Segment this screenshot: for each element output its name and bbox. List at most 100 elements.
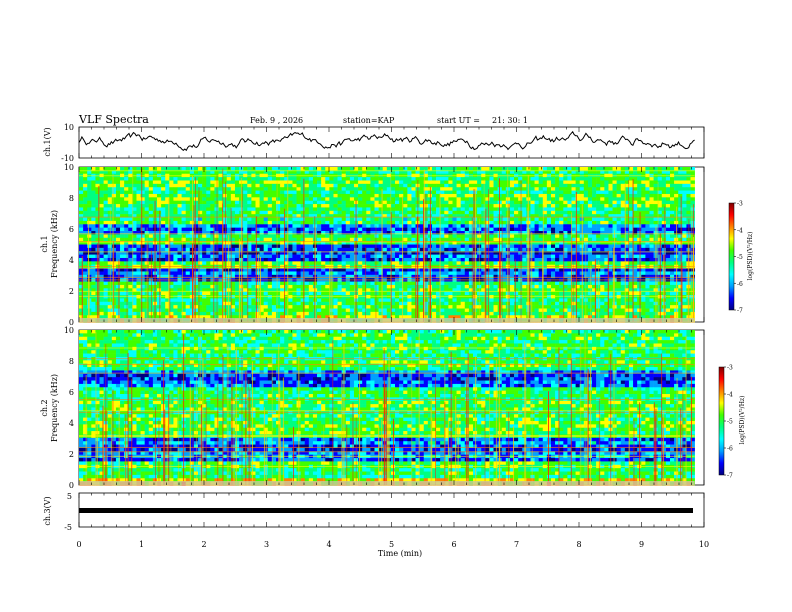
spectrogram-cell [148,268,154,272]
spectrogram-cell [128,257,133,262]
spectrogram-cell [452,217,457,222]
spectrogram-cell [284,274,289,279]
spectrogram-cell [514,214,519,218]
spectrogram-cell [624,180,630,185]
spectrogram-cell [181,193,186,198]
spectrogram-cell [230,237,236,242]
spectrogram-cell [489,177,494,181]
spectrogram-cell [481,180,486,185]
spectrogram-cell [538,271,544,276]
spectrogram-cell [464,227,470,232]
spectrogram-cell [111,204,117,208]
spectrogram-cell [247,207,252,212]
spectrogram-cell [292,193,297,198]
spectrogram-cell [251,193,256,198]
spectrogram-cell [243,227,248,232]
spectrogram-cell [230,247,236,252]
spectrogram-cell [477,237,482,242]
spectrogram-cell [440,190,445,195]
spectrogram-cell [514,210,519,215]
spectrogram-cell [317,187,322,191]
spectrogram-cell [456,187,461,191]
spectrogram-cell [395,193,400,198]
spectrogram-cell [661,237,667,242]
spectrogram-cell [329,167,334,171]
spectrogram-cell [317,190,322,195]
spectrogram-cell [620,217,626,222]
spectrogram-cell [333,268,338,272]
spectrogram-cell [477,220,482,225]
spectrogram-cell [161,237,166,242]
spectrogram-cell [329,170,334,175]
spectrogram-cell [173,180,178,185]
spectrogram-cell [181,271,186,276]
spectrogram-cell [325,244,330,249]
spectrogram-cell [288,187,293,191]
spectrogram-cell [308,251,314,255]
spectrogram-cell [403,170,408,175]
spectrogram-cell [624,227,630,232]
spectrogram-cell [587,257,593,262]
spectrogram-cell [690,177,695,181]
spectrogram-cell [690,210,695,215]
spectrogram-cell [431,170,437,175]
spectrogram-cell [181,210,186,215]
spectrogram-cell [296,207,301,212]
spectrogram-cell [587,167,593,171]
spectrogram-cell [321,251,326,255]
spectrogram-cell [633,227,638,232]
spectrogram-cell [464,170,470,175]
spectrogram-cell [559,227,564,232]
spectrogram-cell [120,268,125,272]
spectrogram-cell [464,207,470,212]
spectrogram-cell [148,200,154,205]
spectrogram-cell [563,268,568,272]
spectrogram-cell [206,257,211,262]
spectrogram-cell [247,261,252,266]
spectrogram-cell [255,251,260,255]
spectrogram-cell [546,271,552,276]
spectrogram-cell [267,207,273,212]
spectrogram-cell [575,234,580,239]
spectrogram-cell [148,241,154,245]
spectrogram-cell [218,241,223,245]
spectrogram-cell [345,177,351,181]
spectrogram-cell [403,207,408,212]
spectrogram-cell [653,170,658,175]
spectrogram-cell [304,227,310,232]
spectrogram-cell [468,180,474,185]
spectrogram-cell [399,190,404,195]
spectrogram-cell [546,231,552,235]
spectrogram-cell [193,190,199,195]
spectrogram-cell [345,193,351,198]
spectrogram-cell [534,257,539,262]
spectrogram-cell [624,261,630,266]
spectrogram-cell [308,261,314,266]
spectrogram-cell [382,241,388,245]
spectrogram-cell [604,207,609,212]
spectrogram-cell [304,251,310,255]
spectrogram-cell [456,217,461,222]
spectrogram-cell [550,220,556,225]
spectrogram-cell [325,204,330,208]
spectrogram-cell [407,274,412,279]
spectrogram-cell [407,193,412,198]
spectrogram-cell [107,200,113,205]
spectrogram-cell [243,220,248,225]
spectrogram-cell [682,247,687,252]
spectrogram-cell [99,214,104,218]
spectrogram-cell [148,247,154,252]
spectrogram-cell [271,207,277,212]
spectrogram-cell [436,234,441,239]
spectrogram-cell [115,231,121,235]
spectrogram-cell [288,177,293,181]
spectrogram-cell [661,187,667,191]
spectrogram-cell [690,214,695,218]
spectrogram-cell [645,244,650,249]
spectrogram-cell [345,237,351,242]
spectrogram-cell [284,207,289,212]
spectrogram-cell [378,177,383,181]
spectrogram-cell [592,251,597,255]
spectrogram-cell [169,204,174,208]
spectrogram-cell [140,204,145,208]
